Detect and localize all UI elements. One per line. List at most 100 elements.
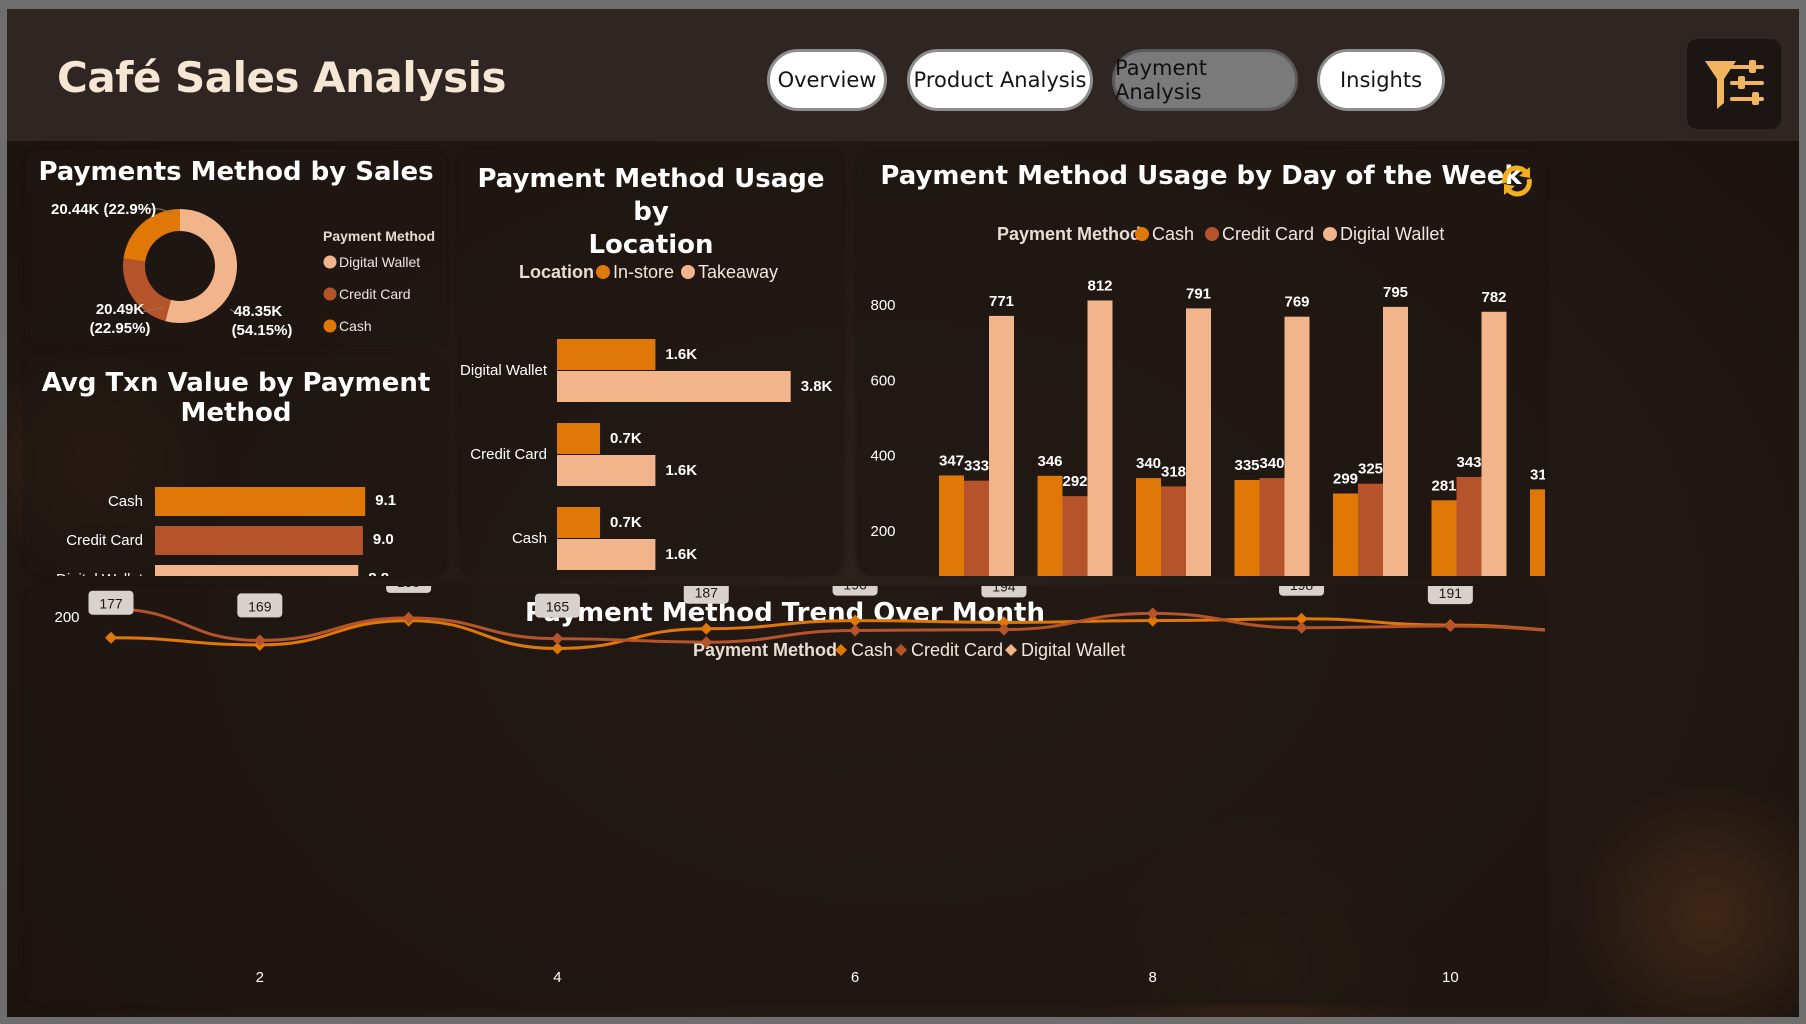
week-bar <box>1062 496 1088 576</box>
trend-label-box <box>386 586 432 593</box>
avg-category-label: Cash <box>108 493 143 510</box>
week-bar <box>1358 483 1383 576</box>
week-data-label: 343 <box>1456 454 1481 471</box>
location-category-label: Digital Wallet <box>460 362 548 379</box>
week-data-label: 346 <box>1037 453 1062 470</box>
trend-marker <box>700 636 713 649</box>
week-legend-swatch <box>1323 227 1337 241</box>
trend-legend-swatch <box>895 644 907 656</box>
nav-overview-button[interactable]: Overview <box>767 49 887 111</box>
donut-leader-line <box>143 208 174 214</box>
trend-data-label: 187 <box>695 586 719 601</box>
donut-data-label: 20.49K <box>96 301 145 318</box>
trend-data-label: 177 <box>99 596 123 612</box>
week-data-label: 281 <box>1431 477 1456 494</box>
week-legend-swatch <box>1135 227 1149 241</box>
trend-data-label: 191 <box>1439 586 1463 601</box>
week-bar <box>1161 486 1186 576</box>
refresh-icon[interactable] <box>1497 161 1537 201</box>
location-data-label: 1.6K <box>665 346 697 363</box>
week-title: Payment Method Usage by Day of the Week <box>880 161 1522 191</box>
location-legend-label: In-store <box>613 262 674 282</box>
trend-data-label: 169 <box>248 598 272 614</box>
trend-legend-swatch <box>1005 644 1017 656</box>
trend-marker <box>253 634 266 647</box>
trend-data-label: 194 <box>992 586 1016 594</box>
donut-title: Payments Method by Sales <box>38 157 434 187</box>
trend-marker <box>997 616 1010 629</box>
location-data-label: 0.7K <box>610 430 642 447</box>
donut-slice <box>123 209 180 262</box>
week-data-label: 782 <box>1481 289 1506 306</box>
week-bar <box>989 315 1014 576</box>
week-y-tick: 800 <box>870 297 895 314</box>
week-bar <box>1087 300 1113 576</box>
donut-legend-label: Digital Wallet <box>339 254 420 270</box>
week-legend-label: Digital Wallet <box>1340 224 1444 244</box>
week-bar <box>1383 306 1408 576</box>
week-bar <box>1456 476 1482 576</box>
filter-funnel-sliders-icon <box>1705 60 1764 109</box>
avg-bar <box>155 487 366 516</box>
trend-marker <box>402 611 415 624</box>
donut-data-label: (54.15%) <box>232 322 293 339</box>
trend-legend-label: Credit Card <box>911 640 1003 660</box>
trend-x-tick: 6 <box>851 969 859 986</box>
week-bar <box>964 480 989 576</box>
week-card: Payment Method Usage by Day of the Week … <box>857 149 1545 576</box>
avg-data-label: 9.0 <box>373 531 394 548</box>
trend-y-tick: 200 <box>54 609 79 626</box>
avg-data-label: 9.1 <box>375 492 396 509</box>
location-title-line2: Location <box>588 230 714 260</box>
donut-slice <box>165 209 237 323</box>
location-bar <box>557 539 656 570</box>
week-y-tick: 200 <box>870 523 895 540</box>
week-data-label: 791 <box>1186 285 1211 302</box>
week-data-label: 299 <box>1333 471 1358 488</box>
trend-marker <box>1295 612 1308 625</box>
nav-product-analysis-button[interactable]: Product Analysis <box>907 49 1093 111</box>
trend-legend-label: Cash <box>851 640 893 660</box>
donut-data-label: (22.95%) <box>90 320 151 337</box>
week-data-label: 333 <box>964 458 989 475</box>
trend-line <box>110 607 1545 644</box>
week-data-label: 335 <box>1234 457 1259 474</box>
location-legend-swatch <box>596 265 610 279</box>
week-data-label: 771 <box>989 293 1014 310</box>
week-bar <box>1136 478 1161 576</box>
trend-data-label: 165 <box>546 599 570 615</box>
avg-category-label: Digital Wallet <box>56 571 144 576</box>
week-bar <box>939 475 964 576</box>
week-data-label: 812 <box>1087 277 1112 294</box>
donut-legend-label: Credit Card <box>339 286 411 302</box>
donut-legend-swatch <box>323 319 337 333</box>
nav-insights-button[interactable]: Insights <box>1317 49 1445 111</box>
week-legend-label: Credit Card <box>1222 224 1314 244</box>
week-bar <box>1284 316 1310 576</box>
trend-marker <box>1146 614 1159 627</box>
location-bar <box>557 339 656 370</box>
donut-leader-line <box>229 308 238 315</box>
filter-button[interactable] <box>1687 39 1781 129</box>
location-bar <box>557 455 656 486</box>
week-bar <box>1186 308 1211 576</box>
week-data-label: 347 <box>939 452 964 469</box>
week-bar <box>1259 478 1285 576</box>
trend-marker <box>1295 621 1308 634</box>
week-data-label: 325 <box>1358 461 1383 478</box>
donut-slice <box>123 258 171 322</box>
week-data-label: 318 <box>1161 463 1186 480</box>
week-bar <box>1333 493 1358 576</box>
location-legend-title: Location <box>519 262 594 282</box>
nav-payment-analysis-button[interactable]: Payment Analysis <box>1112 49 1298 111</box>
week-legend-title: Payment Method <box>997 224 1141 244</box>
donut-legend-title: Payment Method <box>323 228 435 244</box>
location-legend-label: Takeaway <box>698 262 778 282</box>
avg-bar <box>155 565 359 576</box>
week-data-label: 340 <box>1259 455 1284 472</box>
location-category-label: Cash <box>512 530 547 547</box>
trend-x-tick: 4 <box>553 969 561 986</box>
location-title-line1: Payment Method Usage by <box>477 164 825 227</box>
trend-data-label: 198 <box>1290 586 1314 593</box>
